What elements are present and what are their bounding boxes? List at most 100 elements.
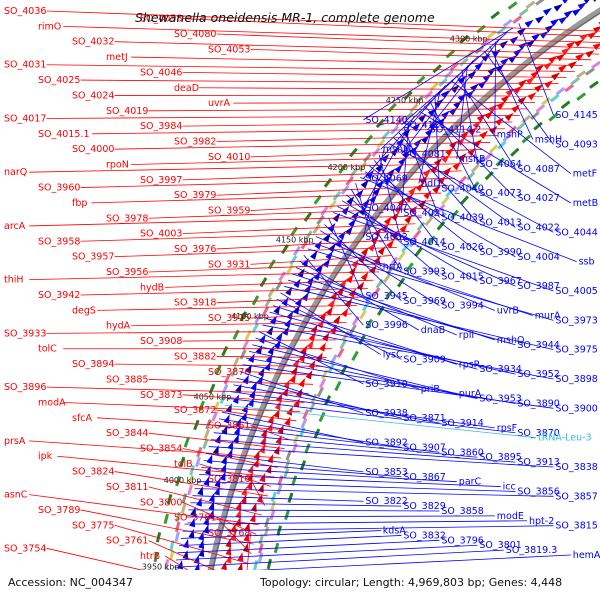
reverse-gene-label[interactable]: SO_3892 — [365, 438, 407, 449]
reverse-gene-label[interactable]: SO_4039 — [441, 213, 483, 224]
reverse-gene-label[interactable]: SO_4015 — [441, 271, 483, 282]
reverse-gene-label[interactable]: purA — [459, 389, 482, 400]
reverse-gene-label[interactable]: SO_3895 — [479, 452, 521, 463]
reverse-gene-label[interactable]: rpsR — [459, 359, 481, 370]
reverse-gene-label[interactable]: SO_4044 — [555, 227, 597, 238]
forward-gene-label[interactable]: SO_4031 — [4, 60, 46, 71]
reverse-gene-label[interactable]: parC — [459, 477, 482, 488]
reverse-gene-label[interactable]: mshB — [459, 154, 486, 165]
forward-gene-label[interactable]: SO_3959 — [208, 206, 250, 217]
forward-gene-label[interactable]: SO_3882 — [174, 351, 216, 362]
reverse-gene-label[interactable]: SO_3890 — [517, 398, 559, 409]
forward-gene-label[interactable]: SO_3873 — [140, 390, 182, 401]
reverse-gene-label[interactable]: SO_3969 — [403, 296, 445, 307]
forward-gene-label[interactable]: SO_3854 — [140, 444, 182, 455]
reverse-gene-label[interactable]: SO_4087 — [517, 164, 559, 175]
forward-gene-label[interactable]: SO_3979 — [174, 190, 216, 201]
reverse-gene-label[interactable]: SO_3870 — [517, 428, 559, 439]
forward-gene-label[interactable]: SO_3982 — [174, 136, 216, 147]
reverse-gene-label[interactable]: SO_4022 — [517, 222, 559, 233]
reverse-gene-label[interactable]: hemA — [573, 550, 600, 561]
forward-gene-label[interactable]: SO_3754 — [4, 543, 46, 554]
forward-gene-label[interactable]: thiH — [4, 275, 24, 286]
reverse-gene-label[interactable]: SO_3832 — [403, 530, 445, 541]
reverse-gene-label[interactable]: SO_4014 — [403, 237, 445, 248]
forward-gene-label[interactable]: hydA — [106, 321, 131, 332]
reverse-gene-label[interactable]: SO_3860 — [441, 447, 483, 458]
forward-gene-label[interactable]: SO_4000 — [72, 144, 114, 155]
forward-gene-label[interactable]: SO_3789 — [38, 505, 80, 516]
reverse-gene-label[interactable]: murA — [535, 310, 561, 321]
reverse-gene-label[interactable]: SO_4047 — [365, 203, 407, 214]
reverse-gene-label[interactable]: SO_4081 — [403, 149, 445, 160]
forward-gene-label[interactable]: SO_4080 — [174, 29, 216, 40]
forward-gene-label[interactable]: SO_3984 — [140, 121, 182, 132]
forward-gene-label[interactable]: metJ — [106, 52, 128, 63]
reverse-gene-label[interactable]: kdsA — [383, 526, 406, 537]
forward-gene-label[interactable]: tolC — [38, 344, 57, 355]
reverse-gene-label[interactable]: SO_3801 — [479, 540, 521, 551]
forward-gene-label[interactable]: SO_3861 — [208, 421, 250, 432]
forward-gene-label[interactable]: SO_4010 — [208, 152, 250, 163]
forward-gene-label[interactable]: SO_3876 — [208, 367, 250, 378]
reverse-gene-label[interactable]: SO_4021 — [403, 208, 445, 219]
reverse-gene-label[interactable]: SO_3934 — [479, 364, 521, 375]
reverse-gene-label[interactable]: SO_3856 — [517, 486, 559, 497]
reverse-gene-label[interactable]: SO_3853 — [365, 467, 407, 478]
forward-gene-label[interactable]: SO_3800 — [140, 497, 182, 508]
forward-gene-label[interactable]: ipk — [38, 451, 53, 462]
reverse-gene-label[interactable]: SO_4013 — [479, 218, 521, 229]
reverse-gene-label[interactable]: mshM — [383, 144, 411, 155]
reverse-gene-label[interactable]: SO_4121 — [403, 120, 445, 131]
reverse-gene-label[interactable]: SO_4002 — [365, 232, 407, 243]
forward-gene-label[interactable]: SO_3978 — [106, 213, 148, 224]
forward-gene-label[interactable]: SO_4053 — [208, 44, 250, 55]
reverse-gene-label[interactable]: SO_4026 — [441, 242, 483, 253]
reverse-gene-label[interactable]: SO_4064 — [479, 159, 521, 170]
reverse-gene-label[interactable]: SO_3910 — [365, 379, 407, 390]
reverse-gene-label[interactable]: SO_3913 — [517, 457, 559, 468]
forward-gene-label[interactable]: prsA — [4, 436, 26, 447]
forward-gene-label[interactable]: SO_4058 — [140, 14, 182, 25]
reverse-gene-label[interactable]: dnaB — [421, 325, 445, 336]
reverse-gene-label[interactable]: SO_3838 — [555, 462, 597, 473]
reverse-gene-label[interactable]: SO_3822 — [365, 496, 407, 507]
forward-gene-label[interactable]: modA — [38, 397, 66, 408]
reverse-gene-label[interactable]: SO_3952 — [517, 369, 559, 380]
forward-gene-label[interactable]: SO_3915 — [208, 313, 250, 324]
reverse-gene-label[interactable]: SO_3858 — [441, 506, 483, 517]
forward-gene-label[interactable]: SO_3775 — [72, 520, 114, 531]
forward-gene-label[interactable]: hydB — [140, 282, 164, 293]
reverse-gene-label[interactable]: mshQ — [497, 335, 525, 346]
forward-gene-label[interactable]: SO_4036 — [4, 6, 46, 17]
forward-gene-label[interactable]: SO_3816 — [208, 474, 250, 485]
forward-gene-label[interactable]: SO_3761 — [106, 536, 148, 547]
forward-gene-label[interactable]: SO_3957 — [72, 252, 114, 263]
reverse-gene-label[interactable]: SO_3815 — [555, 521, 597, 532]
reverse-gene-label[interactable]: SO_3945 — [365, 291, 407, 302]
reverse-gene-label[interactable]: metF — [573, 169, 597, 180]
forward-gene-label[interactable]: SO_3956 — [106, 267, 148, 278]
trna-label[interactable]: tRNA-Leu-3 — [538, 433, 592, 444]
reverse-gene-label[interactable]: SO_3990 — [479, 247, 521, 258]
reverse-gene-label[interactable]: SO_3857 — [555, 491, 597, 502]
reverse-gene-label[interactable]: SO_3898 — [555, 374, 597, 385]
forward-gene-label[interactable]: fbp — [72, 198, 87, 209]
forward-gene-label[interactable]: SO_3918 — [174, 298, 216, 309]
reverse-gene-label[interactable]: mshP — [497, 130, 523, 141]
reverse-gene-label[interactable]: SO_3819.3 — [506, 545, 558, 556]
forward-gene-label[interactable]: SO_3768 — [208, 528, 250, 539]
forward-gene-label[interactable]: SO_3960 — [38, 183, 80, 194]
reverse-gene-label[interactable]: metB — [573, 198, 598, 209]
reverse-gene-label[interactable]: SO_3996 — [365, 320, 407, 331]
forward-gene-label[interactable]: SO_3908 — [140, 336, 182, 347]
forward-gene-label[interactable]: SO_3894 — [72, 359, 114, 370]
reverse-gene-label[interactable]: rpsF — [497, 423, 517, 434]
forward-gene-label[interactable]: degS — [72, 305, 96, 316]
forward-gene-label[interactable]: tolB — [174, 459, 193, 470]
reverse-gene-label[interactable]: modE — [497, 511, 524, 522]
reverse-gene-label[interactable]: SO_3909 — [403, 354, 445, 365]
forward-gene-label[interactable]: SO_3997 — [140, 175, 182, 186]
reverse-gene-label[interactable]: hpt-2 — [529, 516, 554, 527]
forward-gene-label[interactable]: SO_4032 — [72, 37, 114, 48]
